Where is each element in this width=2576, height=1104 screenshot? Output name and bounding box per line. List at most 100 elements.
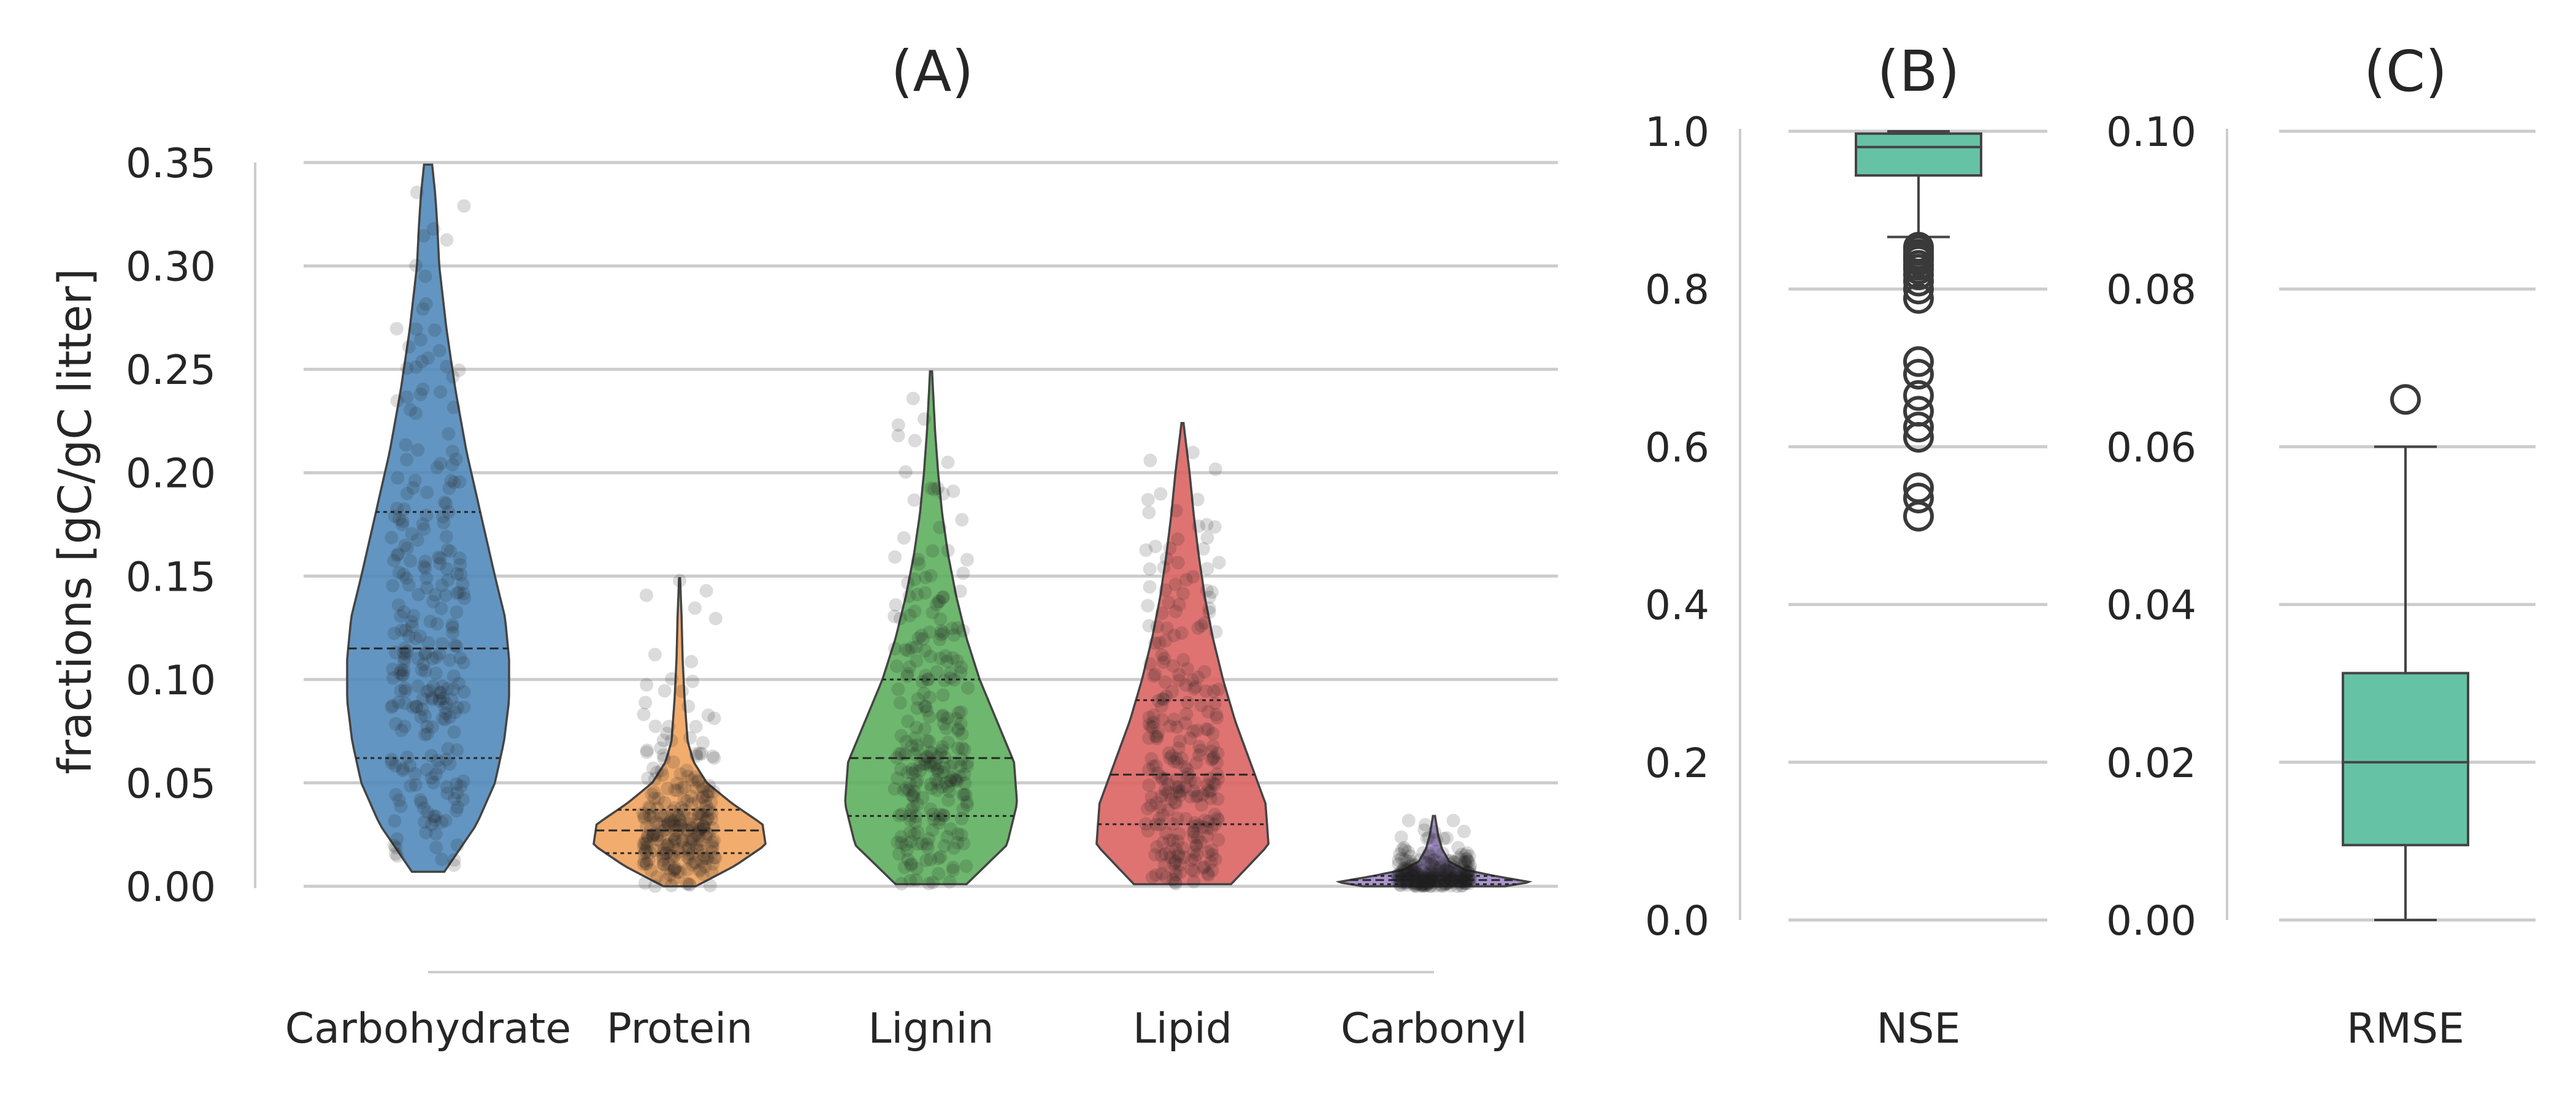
- data-point: [656, 853, 670, 867]
- data-point: [1414, 877, 1428, 891]
- data-point: [435, 578, 449, 592]
- data-point: [907, 790, 921, 804]
- data-point: [700, 784, 715, 798]
- data-point: [681, 699, 696, 713]
- data-point: [1419, 878, 1433, 892]
- data-point: [927, 483, 941, 497]
- data-point: [665, 815, 680, 829]
- data-point: [399, 623, 413, 637]
- data-point: [695, 746, 709, 761]
- data-point: [1211, 683, 1225, 697]
- data-point: [1202, 868, 1216, 882]
- data-point: [1428, 871, 1443, 885]
- data-point: [389, 788, 403, 802]
- data-point: [702, 803, 716, 817]
- y-tick-label: 0.15: [126, 553, 216, 600]
- data-point: [1186, 570, 1200, 584]
- data-point: [930, 763, 944, 777]
- data-point: [1462, 872, 1476, 886]
- data-point: [1152, 812, 1166, 826]
- data-point: [1168, 577, 1183, 591]
- data-point: [891, 429, 905, 443]
- data-point: [953, 584, 967, 598]
- data-point: [940, 711, 954, 726]
- data-point: [1411, 870, 1425, 884]
- data-point: [918, 643, 932, 657]
- data-point: [1409, 876, 1424, 891]
- data-point: [1415, 879, 1429, 893]
- data-point: [1143, 562, 1157, 576]
- data-point: [933, 632, 947, 646]
- data-point: [425, 720, 439, 734]
- data-point: [665, 804, 680, 818]
- data-point: [908, 815, 922, 829]
- data-point: [448, 705, 462, 719]
- data-point: [437, 516, 451, 530]
- data-point: [1153, 818, 1167, 832]
- data-point: [913, 764, 927, 778]
- data-point: [439, 707, 453, 721]
- y-tick-label: 0.35: [126, 140, 216, 187]
- data-point: [398, 696, 412, 710]
- data-point: [955, 513, 969, 527]
- data-point: [439, 529, 453, 543]
- data-point: [656, 849, 670, 864]
- data-point: [418, 561, 432, 575]
- data-point: [936, 590, 950, 604]
- data-point: [640, 743, 654, 757]
- data-point: [1392, 857, 1406, 871]
- data-point: [1390, 868, 1405, 882]
- data-point: [901, 576, 915, 590]
- data-point: [1407, 873, 1421, 887]
- data-point: [922, 734, 936, 748]
- data-point: [682, 851, 696, 865]
- data-point: [1457, 873, 1471, 887]
- data-point: [918, 699, 932, 713]
- data-point: [897, 783, 911, 797]
- data-point: [1433, 867, 1447, 881]
- data-point: [682, 877, 696, 891]
- data-point: [400, 750, 414, 764]
- data-point: [689, 749, 703, 763]
- data-point: [1148, 636, 1162, 650]
- data-point: [453, 551, 467, 565]
- data-point: [1460, 871, 1474, 885]
- data-point: [418, 554, 432, 569]
- data-point: [1169, 504, 1183, 518]
- data-point: [400, 390, 414, 404]
- data-point: [1181, 767, 1195, 781]
- panel-b-gridlines: [1788, 129, 2047, 922]
- data-point: [894, 729, 908, 743]
- data-point: [1422, 868, 1436, 883]
- data-point: [397, 651, 412, 665]
- data-point: [905, 803, 919, 817]
- data-point: [1141, 599, 1155, 613]
- data-point: [1419, 856, 1433, 870]
- data-point: [1449, 872, 1463, 886]
- data-point: [1425, 873, 1439, 887]
- data-point: [1459, 865, 1473, 879]
- data-point: [1167, 857, 1181, 871]
- data-point: [1211, 792, 1225, 806]
- data-point: [424, 749, 439, 763]
- data-point: [1454, 879, 1468, 893]
- data-point: [447, 858, 461, 872]
- data-point: [420, 508, 434, 523]
- data-point: [1424, 872, 1438, 886]
- data-point: [1205, 848, 1219, 862]
- data-point: [1162, 845, 1176, 859]
- data-point: [1199, 684, 1213, 698]
- data-point: [936, 708, 950, 723]
- data-point: [692, 824, 706, 838]
- data-point: [442, 481, 456, 496]
- data-point: [1143, 657, 1157, 671]
- data-point: [1142, 505, 1156, 519]
- data-point: [388, 847, 402, 861]
- data-point: [438, 713, 452, 727]
- data-point: [661, 862, 675, 876]
- data-point: [929, 597, 943, 611]
- data-point: [954, 660, 968, 674]
- data-point: [657, 857, 671, 872]
- data-point: [1437, 859, 1451, 873]
